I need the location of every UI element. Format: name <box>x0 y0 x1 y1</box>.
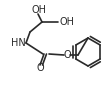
Text: O: O <box>36 63 43 73</box>
Text: O: O <box>63 50 70 60</box>
Text: OH: OH <box>59 17 74 27</box>
Text: OH: OH <box>32 5 47 15</box>
Text: HN: HN <box>11 38 25 48</box>
